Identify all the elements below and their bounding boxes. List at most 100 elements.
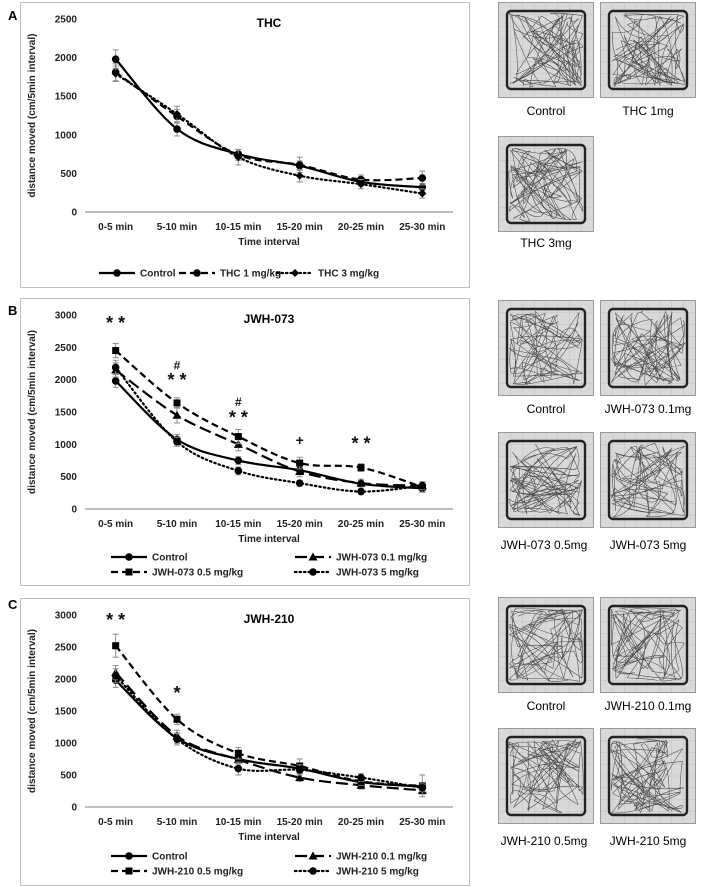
legend-marker <box>308 552 318 561</box>
x-tick-label: 20-25 min <box>338 817 384 828</box>
legend-marker <box>125 852 133 860</box>
data-point <box>234 749 242 757</box>
data-point <box>112 347 120 355</box>
data-point <box>418 481 427 490</box>
thumb-caption: THC 1mg <box>622 104 674 118</box>
data-point <box>295 466 305 475</box>
data-point <box>234 467 243 475</box>
y-tick-label: 1500 <box>55 408 78 419</box>
series-line <box>114 72 424 195</box>
series-line <box>114 349 423 489</box>
series-thc-1-mg-kg <box>111 63 427 186</box>
y-tick-label: 3000 <box>55 311 78 322</box>
data-point <box>357 773 365 782</box>
legend-entry: JWH-210 0.1 mg/kg <box>295 851 427 863</box>
y-tick-label: 2500 <box>55 643 78 654</box>
legend-label: JWH-210 5 mg/kg <box>336 867 419 878</box>
data-point <box>173 109 181 118</box>
track-drawing <box>499 433 593 527</box>
y-axis-label: distance moved (cm/5min interval) <box>27 34 38 198</box>
y-tick-label: 0 <box>71 208 77 219</box>
series-control <box>111 672 427 791</box>
data-point <box>357 487 365 496</box>
series-line <box>114 671 423 792</box>
data-point <box>295 479 304 487</box>
x-tick-label: 20-25 min <box>338 519 384 530</box>
panel-letter-c: C <box>8 597 18 612</box>
data-point <box>234 433 242 441</box>
x-tick-label: 10-15 min <box>215 817 261 828</box>
series-control <box>111 373 427 493</box>
data-point <box>173 735 181 743</box>
data-point <box>296 459 304 467</box>
legend-entry: JWH-073 5 mg/kg <box>293 568 419 579</box>
series-line <box>114 366 424 493</box>
data-point <box>357 180 365 189</box>
data-point <box>295 171 304 180</box>
x-tick-label: 5-10 min <box>157 817 198 828</box>
significance-marker: * * <box>351 434 370 454</box>
data-point <box>418 784 427 792</box>
legend-label: Control <box>140 269 176 280</box>
y-tick-label: 1000 <box>55 739 78 750</box>
x-axis-label: Time interval <box>238 534 300 545</box>
series-line <box>114 674 424 789</box>
series-jwh-073-0-5-mg-kg <box>112 342 426 493</box>
series-jwh-210-5-mg-kg <box>111 668 427 793</box>
legend-marker <box>125 867 133 875</box>
series-line <box>114 380 423 490</box>
legend-entry: THC 3 mg/kg <box>275 269 379 280</box>
track-drawing <box>499 598 593 692</box>
y-tick-label: 500 <box>60 169 77 180</box>
series-jwh-210-0-5-mg-kg <box>112 633 426 798</box>
series-jwh-073-5-mg-kg <box>111 359 427 496</box>
y-tick-label: 500 <box>60 472 77 483</box>
data-point <box>173 125 181 133</box>
x-tick-label: 10-15 min <box>215 519 261 530</box>
thumb-caption: THC 3mg <box>520 236 572 250</box>
chart-svg: JWH-073 0 500 1000 1500 2000 2500 3000 0-5 min 5-… <box>27 311 453 579</box>
data-point <box>111 377 120 385</box>
significance-marker: * * <box>106 610 125 630</box>
legend-entry: JWH-073 0.5 mg/kg <box>111 568 243 579</box>
significance-marker: # <box>235 395 242 409</box>
legend-entry: THC 1 mg/kg <box>179 269 281 280</box>
legend-label: JWH-210 0.1 mg/kg <box>336 852 427 863</box>
significance-marker: # <box>174 358 181 372</box>
thumb-caption: Control <box>526 104 566 118</box>
track-drawing <box>499 3 593 97</box>
legend-entry: Control <box>99 269 176 280</box>
data-point <box>111 363 120 372</box>
x-tick-label: 15-20 min <box>277 519 323 530</box>
track-image <box>498 2 594 98</box>
track-drawing <box>499 137 593 231</box>
track-image <box>600 728 696 824</box>
data-point <box>172 410 182 419</box>
data-point <box>356 478 366 487</box>
track-image <box>498 300 594 396</box>
significance-marker: * <box>173 683 180 703</box>
data-point <box>295 766 304 774</box>
chart-title: THC <box>257 16 282 30</box>
legend-marker <box>125 553 133 561</box>
x-tick-label: 25-30 min <box>399 222 445 233</box>
legend-marker <box>291 269 299 277</box>
x-tick-label: 25-30 min <box>399 519 445 530</box>
x-axis-label: Time interval <box>238 237 300 248</box>
thumb-caption: JWH-210 5mg <box>609 834 687 848</box>
thumb-caption: Control <box>526 402 566 416</box>
track-drawing <box>601 433 695 527</box>
x-tick-label: 20-25 min <box>338 222 384 233</box>
legend-label: THC 1 mg/kg <box>220 269 281 280</box>
track-image <box>600 597 696 693</box>
series-jwh-210-0-1-mg-kg <box>111 665 427 795</box>
chart-svg: JWH-210 0 500 1000 1500 2000 2500 3000 0-5 min 5-… <box>27 610 453 878</box>
x-tick-label: 10-15 min <box>215 222 261 233</box>
legend-marker <box>113 269 121 277</box>
significance-marker: + <box>296 432 304 448</box>
x-tick-label: 15-20 min <box>277 817 323 828</box>
track-image <box>600 300 696 396</box>
x-tick-label: 0-5 min <box>98 817 133 828</box>
legend-marker <box>309 867 317 875</box>
data-point <box>173 437 181 446</box>
